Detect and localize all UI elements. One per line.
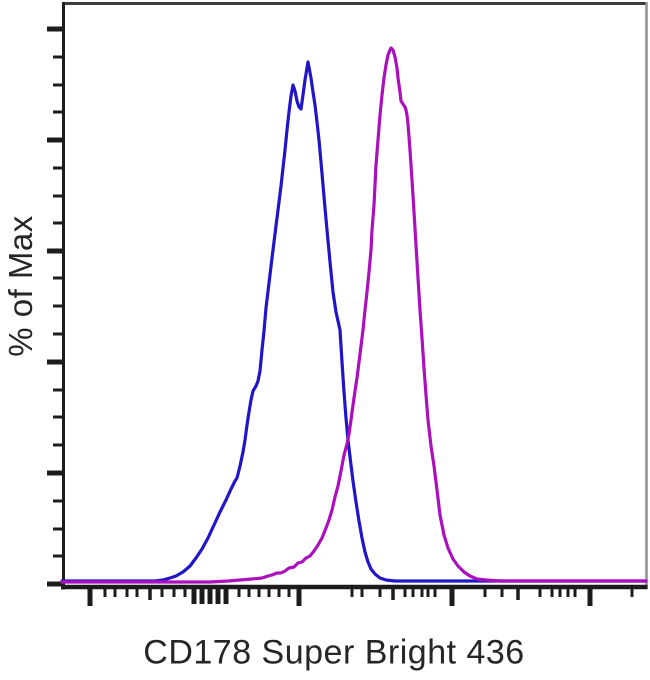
blue-histogram-curve (60, 60, 648, 583)
x-axis-label: CD178 Super Bright 436 (143, 633, 525, 672)
y-axis-label: % of Max (2, 215, 39, 357)
magenta-histogram-curve (60, 46, 648, 584)
